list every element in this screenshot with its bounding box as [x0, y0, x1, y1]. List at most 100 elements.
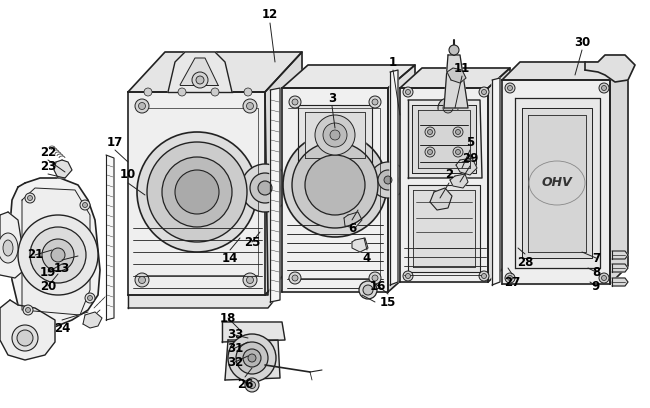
- Text: 12: 12: [262, 9, 278, 22]
- Ellipse shape: [425, 127, 435, 137]
- Ellipse shape: [456, 149, 460, 155]
- Polygon shape: [412, 105, 476, 173]
- Ellipse shape: [438, 98, 458, 118]
- Ellipse shape: [17, 330, 33, 346]
- Ellipse shape: [211, 88, 219, 96]
- Ellipse shape: [403, 87, 413, 97]
- Ellipse shape: [305, 155, 365, 215]
- Polygon shape: [408, 185, 480, 272]
- Text: 13: 13: [54, 262, 70, 275]
- Polygon shape: [444, 55, 468, 108]
- Ellipse shape: [315, 115, 355, 155]
- Ellipse shape: [406, 89, 411, 95]
- Polygon shape: [612, 278, 628, 286]
- Text: 24: 24: [54, 322, 70, 335]
- Ellipse shape: [453, 127, 463, 137]
- Ellipse shape: [378, 170, 398, 190]
- Polygon shape: [0, 212, 22, 278]
- Polygon shape: [492, 78, 500, 285]
- Ellipse shape: [406, 273, 411, 279]
- Text: 1: 1: [389, 55, 397, 69]
- Ellipse shape: [443, 103, 453, 113]
- Ellipse shape: [246, 102, 254, 109]
- Text: 3: 3: [328, 91, 336, 104]
- Ellipse shape: [292, 275, 298, 281]
- Ellipse shape: [601, 275, 606, 281]
- Polygon shape: [265, 52, 302, 295]
- Ellipse shape: [482, 273, 486, 279]
- Ellipse shape: [3, 240, 13, 256]
- Ellipse shape: [292, 99, 298, 105]
- Text: 20: 20: [40, 279, 56, 293]
- Text: 25: 25: [244, 235, 260, 248]
- Ellipse shape: [283, 133, 387, 237]
- Polygon shape: [502, 80, 610, 284]
- Ellipse shape: [384, 176, 392, 184]
- Ellipse shape: [175, 170, 219, 214]
- Text: 8: 8: [592, 266, 600, 279]
- Text: 4: 4: [363, 251, 371, 264]
- Ellipse shape: [505, 273, 515, 283]
- Polygon shape: [282, 65, 415, 88]
- Ellipse shape: [248, 381, 255, 388]
- Text: 15: 15: [380, 295, 396, 308]
- Text: 28: 28: [517, 255, 533, 268]
- Polygon shape: [612, 251, 628, 259]
- Ellipse shape: [138, 277, 146, 284]
- Ellipse shape: [599, 273, 609, 283]
- Text: 16: 16: [370, 279, 386, 293]
- Ellipse shape: [289, 96, 301, 108]
- Text: OHV: OHV: [541, 177, 573, 189]
- Ellipse shape: [42, 239, 74, 271]
- Polygon shape: [456, 158, 477, 175]
- Ellipse shape: [0, 233, 18, 263]
- Text: 2: 2: [445, 169, 453, 182]
- Polygon shape: [106, 155, 114, 320]
- Ellipse shape: [289, 272, 301, 284]
- Polygon shape: [10, 178, 100, 328]
- Ellipse shape: [135, 99, 149, 113]
- Ellipse shape: [372, 275, 378, 281]
- Ellipse shape: [372, 99, 378, 105]
- Ellipse shape: [243, 273, 257, 287]
- Ellipse shape: [85, 293, 95, 303]
- Text: 19: 19: [40, 266, 56, 279]
- Text: 22: 22: [40, 146, 56, 158]
- Ellipse shape: [30, 227, 86, 283]
- Ellipse shape: [508, 86, 512, 91]
- Ellipse shape: [363, 285, 373, 295]
- Polygon shape: [528, 115, 586, 252]
- Ellipse shape: [369, 96, 381, 108]
- Ellipse shape: [228, 334, 276, 382]
- Ellipse shape: [178, 88, 186, 96]
- Polygon shape: [388, 65, 415, 292]
- Ellipse shape: [243, 349, 261, 367]
- Text: 32: 32: [227, 355, 243, 368]
- Polygon shape: [450, 174, 468, 188]
- Polygon shape: [522, 108, 592, 258]
- Ellipse shape: [144, 88, 152, 96]
- Ellipse shape: [25, 193, 35, 203]
- Ellipse shape: [23, 305, 33, 315]
- Ellipse shape: [403, 271, 413, 281]
- Text: 11: 11: [454, 62, 470, 75]
- Ellipse shape: [135, 273, 149, 287]
- Text: 21: 21: [27, 248, 43, 262]
- Polygon shape: [447, 68, 466, 83]
- Text: 30: 30: [574, 35, 590, 49]
- Polygon shape: [408, 100, 482, 178]
- Ellipse shape: [51, 248, 65, 262]
- Polygon shape: [282, 88, 388, 292]
- Polygon shape: [585, 55, 635, 82]
- Text: 29: 29: [462, 151, 478, 164]
- Polygon shape: [413, 190, 475, 267]
- Ellipse shape: [601, 86, 606, 91]
- Ellipse shape: [88, 295, 92, 301]
- Polygon shape: [128, 255, 302, 308]
- Polygon shape: [488, 68, 510, 282]
- Ellipse shape: [236, 342, 268, 374]
- Ellipse shape: [250, 173, 280, 203]
- Ellipse shape: [138, 102, 146, 109]
- Ellipse shape: [245, 378, 259, 392]
- Ellipse shape: [428, 129, 432, 135]
